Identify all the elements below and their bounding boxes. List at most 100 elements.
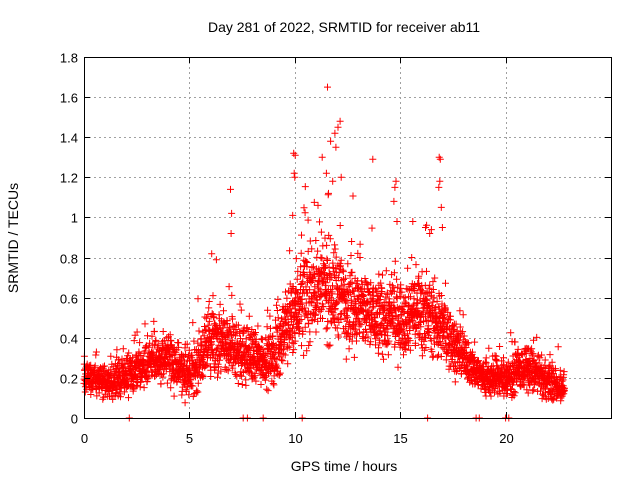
data-point [301, 183, 309, 191]
data-point [504, 358, 512, 366]
data-point [154, 369, 162, 377]
data-point [524, 367, 532, 375]
data-point [205, 304, 213, 312]
data-point [409, 218, 417, 225]
data-point [290, 169, 298, 177]
data-point [267, 324, 274, 332]
data-point [442, 279, 449, 287]
data-point [380, 355, 387, 363]
data-point [301, 323, 309, 331]
data-point [308, 245, 316, 253]
data-point [447, 312, 454, 320]
data-point [348, 278, 356, 286]
data-point [270, 381, 278, 389]
data-point [383, 290, 391, 298]
data-point [228, 209, 236, 217]
data-point [529, 350, 537, 358]
data-point [334, 274, 342, 282]
data-point [270, 350, 278, 358]
data-point [411, 281, 419, 288]
data-point [160, 370, 167, 378]
data-point [326, 341, 334, 349]
data-point [443, 348, 451, 356]
data-point [442, 356, 450, 364]
data-point [236, 300, 244, 308]
data-point [428, 348, 436, 356]
data-point [429, 352, 437, 360]
data-point [429, 298, 437, 306]
data-point [438, 224, 446, 231]
data-point [378, 350, 386, 358]
data-point [514, 352, 522, 359]
data-point [451, 378, 459, 386]
data-point [273, 307, 281, 314]
data-point [143, 367, 151, 375]
data-point [201, 323, 208, 330]
data-point [460, 332, 468, 340]
data-point [398, 288, 406, 296]
data-point [382, 267, 390, 275]
data-point [323, 255, 331, 263]
data-point [317, 270, 325, 278]
data-point [431, 274, 439, 282]
data-point [403, 338, 411, 346]
data-point [194, 379, 202, 387]
data-point [266, 312, 274, 320]
data-point [113, 365, 121, 372]
axis-ticks [84, 57, 611, 419]
data-point [150, 317, 158, 325]
data-point [444, 308, 452, 316]
data-point [382, 325, 390, 333]
data-point [369, 155, 377, 163]
data-point [440, 302, 448, 310]
data-point [130, 337, 138, 345]
data-point [297, 316, 305, 323]
data-point [216, 300, 224, 308]
data-point [312, 328, 320, 336]
data-point [528, 345, 536, 353]
data-point [400, 308, 408, 316]
data-point [312, 237, 320, 244]
data-point [324, 83, 331, 91]
data-point [504, 386, 511, 394]
data-point [361, 275, 369, 282]
data-point [321, 262, 328, 270]
data-point [290, 346, 298, 354]
data-point [217, 367, 225, 375]
data-point [390, 298, 398, 306]
data-point [208, 338, 216, 346]
data-point [327, 137, 335, 145]
data-point [274, 314, 282, 322]
data-point [402, 346, 410, 353]
data-point [554, 343, 562, 351]
data-point [310, 198, 318, 206]
x-tick-labels: 0 5 10 15 20 [81, 431, 514, 446]
data-point [348, 268, 356, 276]
data-point [337, 316, 345, 323]
data-point [251, 369, 259, 377]
data-point [114, 356, 122, 364]
data-point [507, 329, 515, 337]
data-point [458, 370, 465, 378]
data-point [208, 250, 216, 258]
data-point [136, 352, 144, 359]
data-point [224, 367, 232, 375]
data-point [353, 337, 360, 345]
data-point [263, 323, 271, 331]
data-point [190, 337, 198, 345]
data-point [211, 320, 219, 328]
data-point [223, 320, 231, 327]
data-point [306, 286, 314, 294]
data-point [441, 314, 449, 322]
data-point [368, 224, 376, 232]
data-point [119, 345, 127, 353]
data-point [181, 399, 189, 407]
data-point [459, 311, 467, 319]
data-point [474, 381, 482, 388]
data-point [346, 279, 354, 287]
data-point [168, 341, 176, 349]
data-point [452, 362, 459, 370]
data-point [252, 377, 260, 385]
data-point [133, 382, 141, 390]
data-point [330, 249, 338, 257]
